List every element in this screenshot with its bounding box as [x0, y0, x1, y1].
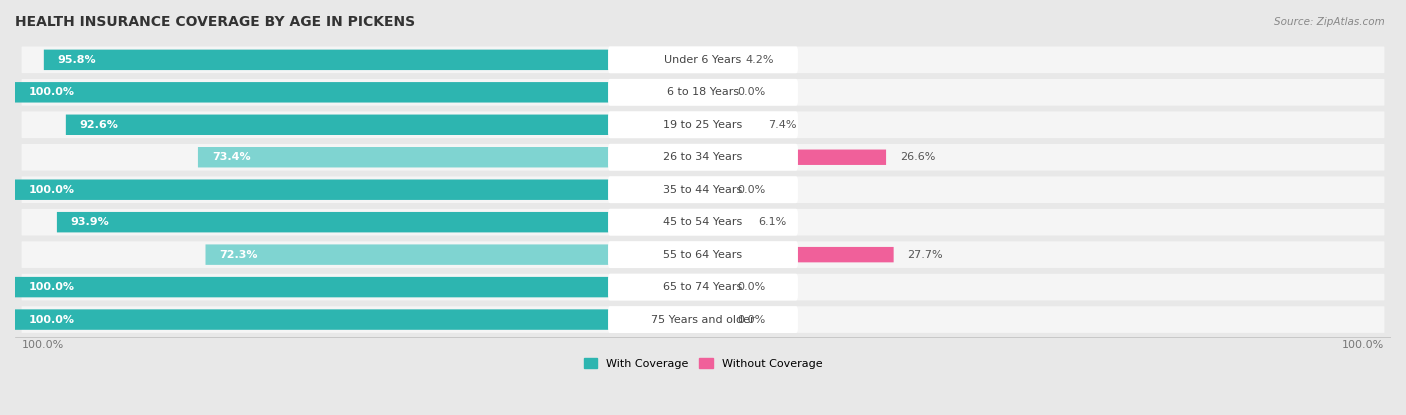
- Text: 19 to 25 Years: 19 to 25 Years: [664, 120, 742, 130]
- FancyBboxPatch shape: [21, 176, 1385, 203]
- Text: 93.9%: 93.9%: [70, 217, 110, 227]
- FancyBboxPatch shape: [44, 50, 703, 70]
- FancyBboxPatch shape: [21, 274, 1385, 300]
- Text: Under 6 Years: Under 6 Years: [665, 55, 741, 65]
- Text: 45 to 54 Years: 45 to 54 Years: [664, 217, 742, 227]
- FancyBboxPatch shape: [21, 242, 1385, 268]
- FancyBboxPatch shape: [15, 309, 703, 330]
- Text: 4.2%: 4.2%: [745, 55, 775, 65]
- Text: HEALTH INSURANCE COVERAGE BY AGE IN PICKENS: HEALTH INSURANCE COVERAGE BY AGE IN PICK…: [15, 15, 415, 29]
- Text: 100.0%: 100.0%: [1341, 340, 1384, 350]
- FancyBboxPatch shape: [205, 244, 703, 265]
- Text: 0.0%: 0.0%: [737, 282, 766, 292]
- FancyBboxPatch shape: [703, 52, 733, 68]
- Text: 26.6%: 26.6%: [900, 152, 935, 162]
- FancyBboxPatch shape: [703, 85, 724, 100]
- Text: 0.0%: 0.0%: [737, 87, 766, 97]
- FancyBboxPatch shape: [607, 111, 799, 138]
- FancyBboxPatch shape: [21, 209, 1385, 235]
- FancyBboxPatch shape: [21, 79, 1385, 106]
- Text: 100.0%: 100.0%: [28, 282, 75, 292]
- Text: 7.4%: 7.4%: [768, 120, 796, 130]
- FancyBboxPatch shape: [198, 147, 703, 168]
- Text: 65 to 74 Years: 65 to 74 Years: [664, 282, 742, 292]
- FancyBboxPatch shape: [56, 212, 703, 232]
- FancyBboxPatch shape: [607, 144, 799, 171]
- FancyBboxPatch shape: [21, 46, 1385, 73]
- Text: Source: ZipAtlas.com: Source: ZipAtlas.com: [1274, 17, 1385, 27]
- FancyBboxPatch shape: [15, 277, 703, 297]
- FancyBboxPatch shape: [703, 312, 724, 327]
- FancyBboxPatch shape: [607, 273, 799, 300]
- Text: 100.0%: 100.0%: [28, 315, 75, 325]
- FancyBboxPatch shape: [21, 144, 1385, 171]
- Text: 27.7%: 27.7%: [907, 250, 943, 260]
- Text: 73.4%: 73.4%: [212, 152, 250, 162]
- Text: 95.8%: 95.8%: [58, 55, 96, 65]
- FancyBboxPatch shape: [21, 112, 1385, 138]
- FancyBboxPatch shape: [607, 241, 799, 268]
- FancyBboxPatch shape: [703, 149, 886, 165]
- Text: 100.0%: 100.0%: [28, 185, 75, 195]
- Text: 6 to 18 Years: 6 to 18 Years: [666, 87, 740, 97]
- FancyBboxPatch shape: [15, 179, 703, 200]
- FancyBboxPatch shape: [703, 182, 724, 198]
- FancyBboxPatch shape: [607, 306, 799, 333]
- FancyBboxPatch shape: [21, 306, 1385, 333]
- FancyBboxPatch shape: [703, 117, 754, 132]
- FancyBboxPatch shape: [66, 115, 703, 135]
- FancyBboxPatch shape: [607, 46, 799, 73]
- Text: 26 to 34 Years: 26 to 34 Years: [664, 152, 742, 162]
- Text: 0.0%: 0.0%: [737, 315, 766, 325]
- Text: 75 Years and older: 75 Years and older: [651, 315, 755, 325]
- Text: 100.0%: 100.0%: [28, 87, 75, 97]
- Text: 35 to 44 Years: 35 to 44 Years: [664, 185, 742, 195]
- FancyBboxPatch shape: [15, 82, 703, 103]
- FancyBboxPatch shape: [703, 279, 724, 295]
- FancyBboxPatch shape: [607, 209, 799, 236]
- Text: 92.6%: 92.6%: [80, 120, 118, 130]
- Text: 55 to 64 Years: 55 to 64 Years: [664, 250, 742, 260]
- Text: 0.0%: 0.0%: [737, 185, 766, 195]
- Text: 100.0%: 100.0%: [22, 340, 65, 350]
- FancyBboxPatch shape: [703, 247, 894, 262]
- FancyBboxPatch shape: [703, 215, 745, 230]
- Text: 6.1%: 6.1%: [759, 217, 787, 227]
- Legend: With Coverage, Without Coverage: With Coverage, Without Coverage: [579, 354, 827, 374]
- FancyBboxPatch shape: [607, 79, 799, 106]
- FancyBboxPatch shape: [607, 176, 799, 203]
- Text: 72.3%: 72.3%: [219, 250, 257, 260]
